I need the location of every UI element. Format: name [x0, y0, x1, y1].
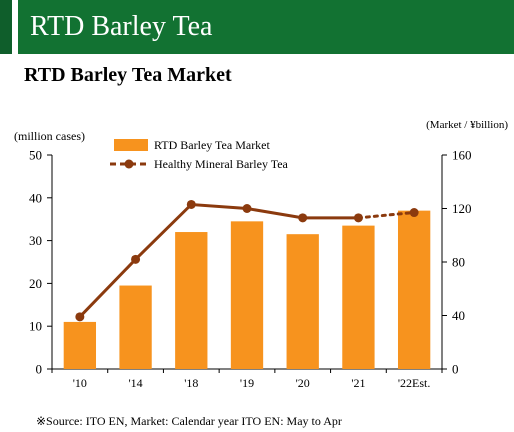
bar [230, 221, 264, 369]
y-axis-left-tick-label: 0 [36, 362, 43, 377]
banner-accent-stripe [0, 0, 12, 54]
line-point [353, 213, 363, 223]
line-series-path [78, 202, 359, 318]
source-note: ※Source: ITO EN, Market: Calendar year I… [36, 414, 342, 428]
page-title: RTD Barley Tea [30, 11, 213, 42]
legend-label-bar: RTD Barley Tea Market [154, 138, 271, 152]
legend-swatch-marker [124, 159, 134, 169]
line-series-estimate-segment [356, 211, 416, 220]
bar [119, 285, 152, 369]
chart-title: RTD Barley Tea Market [24, 64, 232, 86]
bar [342, 225, 375, 369]
chart-axes: (million cases) (Market / ¥billion) 0 10 20 3… [14, 119, 508, 390]
x-axis-tick-label: '19 [240, 376, 254, 390]
bar [286, 234, 319, 369]
y-axis-right-tick-label: 40 [452, 308, 465, 323]
line-point [186, 199, 196, 209]
legend-label-line: Healthy Mineral Barley Tea [154, 157, 289, 171]
y-axis-right-tick-label: 80 [452, 255, 465, 270]
x-axis-tick-label: '20 [296, 376, 310, 390]
y-axis-right-tick-label: 120 [452, 201, 472, 216]
line-point [242, 204, 252, 213]
x-axis-tick-label: '18 [184, 376, 198, 390]
bar [63, 321, 97, 369]
banner-background [18, 0, 514, 54]
y-axis-left-tick-label: 50 [29, 148, 42, 163]
y-axis-left-tick-label: 10 [29, 319, 42, 334]
x-axis-tick-label: '22Est. [398, 376, 431, 390]
combo-chart: (million cases) (Market / ¥billion) 0 10 20 3… [14, 119, 508, 390]
x-axis-tick-label: '10 [73, 376, 87, 390]
y-axis-left-label: (million cases) [14, 129, 85, 143]
y-axis-right-tick-label: 160 [452, 148, 472, 163]
x-axis-tick-label: '14 [128, 376, 142, 390]
line-point [298, 213, 308, 223]
bar [397, 210, 431, 369]
y-axis-left-tick-label: 20 [29, 276, 42, 291]
line-point [131, 254, 141, 264]
line-point [409, 208, 419, 218]
y-axis-left-tick-label: 30 [29, 233, 42, 248]
bar [175, 232, 208, 369]
y-axis-right-tick-label: 0 [452, 362, 459, 377]
x-axis-tick-label: '21 [351, 376, 365, 390]
y-axis-left-tick-label: 40 [29, 190, 42, 205]
legend-swatch-bar [114, 139, 148, 151]
y-axis-right-label: (Market / ¥billion) [426, 119, 508, 131]
line-series [75, 199, 419, 322]
line-point [75, 312, 85, 322]
bar-series [63, 210, 431, 369]
title-banner: RTD Barley Tea [0, 0, 514, 54]
chart-legend: RTD Barley Tea Market Healthy Mineral Bar… [110, 138, 289, 171]
